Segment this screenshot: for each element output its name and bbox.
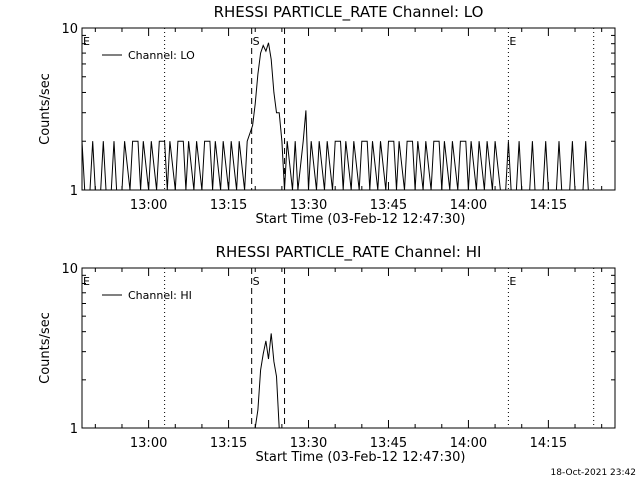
chart-title: RHESSI PARTICLE_RATE Channel: HI [216, 243, 482, 262]
x-tick-label: 13:30 [290, 198, 327, 213]
chart-panel-2: RHESSI PARTICLE_RATE Channel: HI 13:00 13:… [38, 243, 616, 465]
x-tick-label: 13:15 [210, 436, 247, 451]
time-marker-label: E [509, 35, 516, 48]
plot-frame [81, 267, 616, 429]
y-tick-label: 10 [61, 262, 78, 277]
time-marker-label: E [83, 275, 90, 288]
footer-timestamp: 18-Oct-2021 23:42 [551, 468, 636, 478]
series-line [254, 333, 280, 428]
plot-frame [81, 27, 616, 191]
y-tick-label: 1 [70, 184, 78, 199]
y-tick-label: 10 [61, 22, 78, 37]
x-tick-label: 14:15 [530, 198, 567, 213]
x-axis-label: Start Time (03-Feb-12 12:47:30) [256, 450, 466, 465]
legend-label: Channel: HI [128, 289, 192, 302]
x-tick-label: 13:45 [370, 198, 407, 213]
chart-title: RHESSI PARTICLE_RATE Channel: LO [214, 3, 484, 22]
legend-label: Channel: LO [128, 49, 195, 62]
y-axis-label: Counts/sec [38, 312, 53, 384]
x-tick-label: 13:45 [370, 436, 407, 451]
x-axis-label: Start Time (03-Feb-12 12:47:30) [256, 212, 466, 227]
y-axis-label: Counts/sec [38, 73, 53, 145]
time-marker-label: S [253, 275, 260, 288]
x-tick-label: 14:00 [450, 198, 487, 213]
time-marker-label: S [253, 35, 260, 48]
x-tick-label: 14:15 [530, 436, 567, 451]
x-tick-label: 13:00 [130, 198, 167, 213]
chart-panel-1: RHESSI PARTICLE_RATE Channel: LO 13:00 13:… [38, 3, 616, 227]
series-line [82, 42, 589, 190]
x-tick-label: 13:15 [210, 198, 247, 213]
x-tick-label: 13:00 [130, 436, 167, 451]
time-marker-label: E [509, 275, 516, 288]
time-marker-label: E [83, 35, 90, 48]
x-tick-label: 13:30 [290, 436, 327, 451]
y-tick-label: 1 [70, 422, 78, 437]
x-tick-label: 14:00 [450, 436, 487, 451]
